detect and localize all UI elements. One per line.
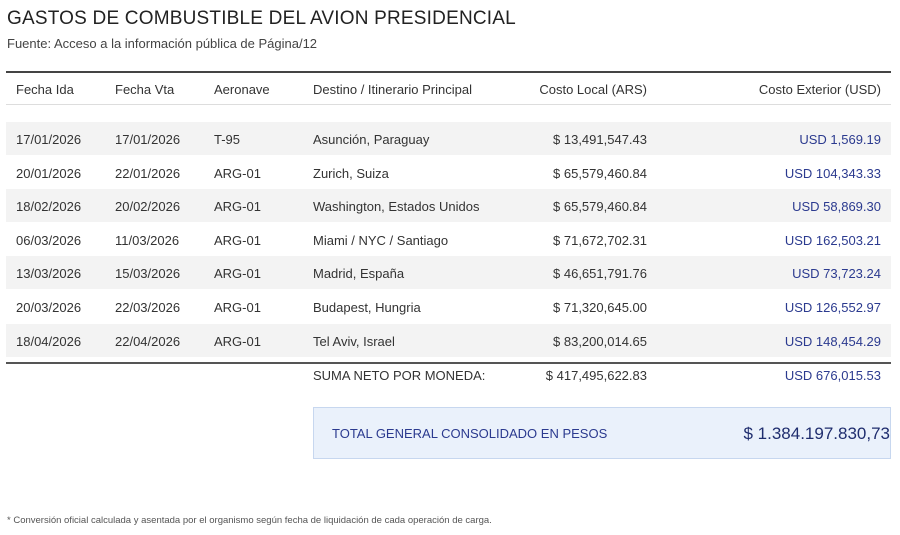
header-rule bbox=[6, 104, 891, 105]
cell: USD 162,503.21 bbox=[784, 232, 881, 248]
cell: $ 65,579,460.84 bbox=[553, 199, 647, 215]
column-header: Fecha Vta bbox=[115, 82, 175, 97]
cell: Zurich, Suiza bbox=[313, 165, 389, 181]
cell: ARG-01 bbox=[214, 199, 261, 215]
summary-ars: $ 417,495,622.83 bbox=[545, 368, 647, 383]
table-bottom-rule bbox=[6, 362, 891, 364]
cell: 22/04/2026 bbox=[115, 333, 181, 349]
cell: 06/03/2026 bbox=[16, 232, 82, 248]
cell: $ 13,491,547.43 bbox=[553, 132, 647, 147]
cell: USD 58,869.30 bbox=[792, 199, 881, 215]
cell: ARG-01 bbox=[214, 232, 261, 248]
cell: Madrid, España bbox=[313, 266, 405, 282]
row-stripe bbox=[6, 323, 891, 357]
cell: 20/02/2026 bbox=[115, 199, 181, 215]
row-stripe bbox=[6, 256, 891, 290]
cell: 22/01/2026 bbox=[115, 165, 181, 181]
cell: Miami / NYC / Santiago bbox=[313, 232, 449, 248]
cell: $ 71,672,702.31 bbox=[553, 232, 647, 248]
cell: 18/02/2026 bbox=[16, 199, 82, 215]
cell: T-95 bbox=[214, 132, 241, 147]
total-value: $ 1.384.197.830,73 bbox=[743, 424, 890, 443]
cell: USD 126,552.97 bbox=[784, 300, 881, 315]
column-header: Costo Local (ARS) bbox=[539, 82, 647, 97]
cell: Budapest, Hungria bbox=[313, 300, 421, 315]
title: GASTOS DE COMBUSTIBLE DEL AVION PRESIDEN… bbox=[7, 8, 516, 29]
cell: USD 104,343.33 bbox=[784, 165, 881, 181]
total-label: TOTAL GENERAL CONSOLIDADO EN PESOS bbox=[332, 426, 608, 441]
cell: ARG-01 bbox=[214, 333, 261, 349]
cell: Tel Aviv, Israel bbox=[313, 333, 395, 349]
column-header: Costo Exterior (USD) bbox=[758, 82, 881, 97]
row-stripe bbox=[6, 189, 891, 223]
cell: 17/01/2026 bbox=[115, 132, 181, 147]
cell: USD 73,723.24 bbox=[792, 266, 881, 282]
cell: $ 71,320,645.00 bbox=[553, 300, 647, 315]
cell: 20/01/2026 bbox=[16, 165, 82, 181]
column-header: Aeronave bbox=[214, 82, 270, 97]
source: Fuente: Acceso a la información pública … bbox=[7, 36, 318, 51]
cell: ARG-01 bbox=[214, 165, 261, 181]
cell: Washington, Estados Unidos bbox=[313, 199, 480, 215]
cell: 20/03/2026 bbox=[16, 300, 82, 315]
cell: 13/03/2026 bbox=[16, 266, 82, 282]
row-stripe bbox=[6, 122, 891, 155]
cell: $ 65,579,460.84 bbox=[553, 165, 647, 181]
table-top-rule bbox=[6, 71, 891, 73]
cell: 15/03/2026 bbox=[115, 266, 181, 282]
cell: ARG-01 bbox=[214, 266, 261, 282]
cell: USD 148,454.29 bbox=[784, 333, 881, 349]
cell: $ 46,651,791.76 bbox=[553, 266, 647, 282]
cell: 18/04/2026 bbox=[16, 333, 82, 349]
footnote: * Conversión oficial calculada y asentad… bbox=[7, 515, 492, 526]
column-header: Destino / Itinerario Principal bbox=[313, 82, 472, 97]
summary-label: SUMA NETO POR MONEDA: bbox=[313, 368, 486, 383]
total-box bbox=[313, 407, 891, 459]
cell: $ 83,200,014.65 bbox=[553, 333, 647, 349]
cell: 11/03/2026 bbox=[115, 232, 180, 248]
column-header: Fecha Ida bbox=[16, 82, 74, 97]
cell: 22/03/2026 bbox=[115, 300, 181, 315]
cell: 17/01/2026 bbox=[16, 132, 82, 147]
cell: USD 1,569.19 bbox=[799, 132, 881, 147]
summary-usd: USD 676,015.53 bbox=[784, 368, 881, 383]
cell: Asunción, Paraguay bbox=[313, 132, 430, 147]
cell: ARG-01 bbox=[214, 300, 261, 315]
